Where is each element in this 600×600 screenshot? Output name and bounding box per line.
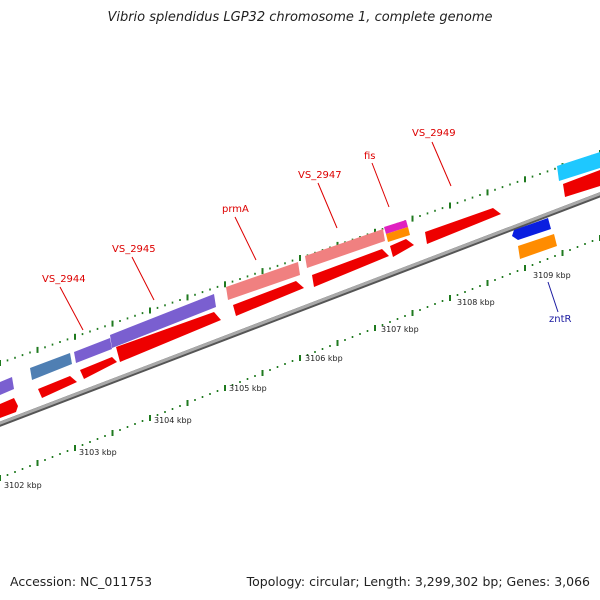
kbp-label: 3104 kbp — [154, 416, 192, 425]
map-title: Vibrio splendidus LGP32 chromosome 1, co… — [107, 10, 493, 25]
gene-bar-prma[interactable] — [226, 262, 300, 300]
ruler-labels: 3102 kbp 3103 kbp 3104 kbp 3105 kbp 3106… — [4, 271, 571, 490]
label-leaders — [59, 141, 559, 331]
kbp-label: 3108 kbp — [457, 298, 495, 307]
accession-text: Accession: NC_011753 — [10, 574, 153, 589]
gene-label-zntr[interactable]: zntR — [549, 314, 572, 325]
cds-arrow-1[interactable] — [0, 398, 18, 418]
gene-bar-vs2947[interactable] — [305, 229, 385, 268]
gene-bar-fis-bottom[interactable] — [386, 227, 410, 242]
gene-label-vs2949[interactable]: VS_2949 — [412, 128, 456, 139]
feature-track-lower — [512, 218, 557, 259]
chromosome-backbone — [0, 192, 600, 427]
outer-tick-row — [0, 150, 600, 366]
kbp-label: 3105 kbp — [229, 384, 267, 393]
gene-bar-cyan[interactable] — [557, 152, 600, 181]
gene-label-prma[interactable]: prmA — [222, 204, 249, 215]
genome-summary-text: Topology: circular; Length: 3,299,302 bp… — [246, 574, 590, 589]
cds-track — [0, 170, 600, 418]
gene-bar-zntr[interactable] — [518, 234, 557, 259]
cds-arrow-8[interactable] — [425, 208, 501, 244]
cds-arrow-2[interactable] — [38, 376, 77, 398]
cds-arrow-9[interactable] — [563, 170, 600, 197]
kbp-label: 3109 kbp — [533, 271, 571, 280]
gene-label-vs2944[interactable]: VS_2944 — [42, 274, 86, 285]
kbp-label: 3102 kbp — [4, 481, 42, 490]
cds-arrow-reverse-blue[interactable] — [512, 218, 551, 240]
cds-arrow-5[interactable] — [233, 281, 304, 316]
gene-bar-left-edge[interactable] — [0, 377, 14, 395]
cds-arrow-4[interactable] — [116, 312, 221, 362]
kbp-label: 3107 kbp — [381, 325, 419, 334]
kbp-label: 3106 kbp — [305, 354, 343, 363]
gene-bar-vs2945[interactable] — [110, 294, 216, 348]
gene-labels: VS_2944 VS_2945 prmA VS_2947 fis VS_2949… — [42, 128, 572, 325]
gene-bar-vs2944[interactable] — [74, 338, 112, 363]
gene-label-vs2945[interactable]: VS_2945 — [112, 244, 156, 255]
cds-arrow-6[interactable] — [312, 249, 389, 287]
cds-arrow-3[interactable] — [80, 357, 117, 379]
feature-track-upper — [0, 152, 600, 395]
gene-bar-fis-top[interactable] — [384, 220, 408, 234]
gene-label-fis[interactable]: fis — [364, 151, 376, 162]
inner-tick-row — [0, 235, 600, 481]
cds-arrow-7[interactable] — [390, 239, 414, 257]
gene-bar-blue-1[interactable] — [30, 353, 72, 380]
gene-label-vs2947[interactable]: VS_2947 — [298, 170, 342, 181]
kbp-label: 3103 kbp — [79, 448, 117, 457]
